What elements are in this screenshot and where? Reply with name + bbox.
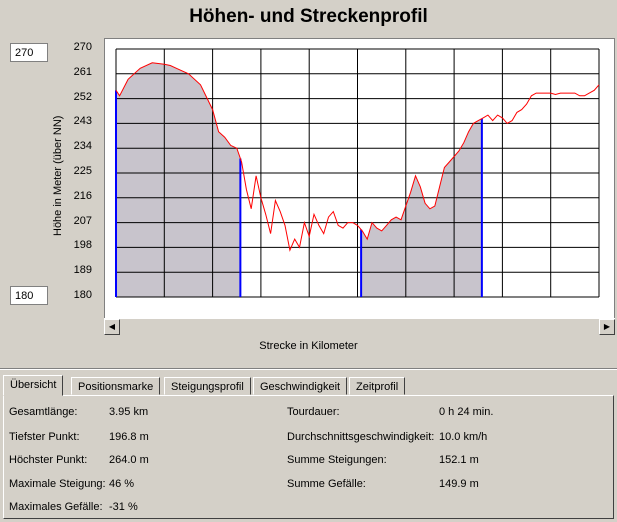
stat-value: 152.1 m (439, 454, 479, 466)
divider (0, 368, 617, 370)
stat-value: 196.8 m (109, 431, 149, 443)
stat-value: 264.0 m (109, 454, 149, 466)
tab-geschwindigkeit[interactable]: Geschwindigkeit (253, 377, 348, 395)
y-max-input[interactable]: 270 (10, 43, 48, 62)
stat-value: -31 % (109, 501, 138, 513)
highlight-area (361, 118, 482, 297)
scroll-left-icon[interactable]: ◀ (104, 319, 120, 335)
page-title: Höhen- und Streckenprofil (189, 6, 428, 27)
stat-label: Summe Steigungen: (287, 454, 387, 466)
x-axis-label: Strecke in Kilometer (259, 340, 358, 352)
tab-positionsmarke[interactable]: Positionsmarke (71, 377, 161, 395)
y-tick-label: 189 (73, 264, 92, 277)
stat-label: Höchster Punkt: (9, 454, 88, 466)
y-tick-label: 225 (73, 165, 92, 177)
stat-label: Gesamtlänge: (9, 406, 78, 418)
y-tick-label: 198 (73, 239, 92, 252)
stat-value: 0 h 24 min. (439, 406, 494, 418)
stat-label: Durchschnittsgeschwindigkeit: (287, 431, 435, 443)
y-tick-label: 252 (73, 90, 92, 103)
overview-panel: Gesamtlänge: 3.95 km Tiefster Punkt: 196… (3, 395, 614, 519)
y-tick-label: 216 (73, 189, 92, 202)
y-tick-label: 234 (73, 140, 92, 153)
tab-steigungsprofil[interactable]: Steigungsprofil (164, 377, 251, 395)
chart-scrollbar[interactable]: ◀ ▶ (104, 318, 615, 335)
highlight-area (116, 62, 241, 298)
profile-chart[interactable] (104, 38, 615, 334)
stat-value: 149.9 m (439, 478, 479, 490)
stat-value: 46 % (109, 478, 135, 490)
stat-label: Tiefster Punkt: (9, 431, 80, 443)
tab-uebersicht[interactable]: Übersicht (3, 375, 64, 396)
stat-label: Maximale Steigung: (9, 478, 106, 490)
stat-label: Summe Gefälle: (287, 478, 366, 490)
tab-zeitprofil[interactable]: Zeitprofil (349, 377, 406, 395)
y-tick-label: 207 (73, 214, 92, 227)
y-tick-label: 261 (73, 65, 92, 78)
y-min-input[interactable]: 180 (10, 286, 48, 305)
y-tick-label: 180 (73, 289, 92, 301)
y-tick-label: 243 (73, 115, 92, 128)
y-tick-label: 270 (73, 41, 92, 53)
stat-value: 10.0 km/h (439, 431, 488, 443)
profile-chart-svg (115, 48, 600, 298)
elevation-line (115, 62, 600, 252)
stat-value: 3.95 km (109, 406, 149, 418)
stat-label: Maximales Gefälle: (9, 501, 103, 513)
scroll-right-icon[interactable]: ▶ (599, 319, 615, 335)
stat-label: Tourdauer: (287, 406, 340, 418)
